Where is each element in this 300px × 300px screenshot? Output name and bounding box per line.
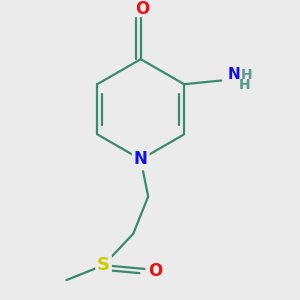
Text: N: N: [134, 150, 148, 168]
Text: H: H: [241, 68, 252, 82]
Text: N: N: [228, 68, 241, 82]
Text: H: H: [238, 78, 250, 92]
Text: O: O: [148, 262, 163, 280]
Text: O: O: [136, 0, 150, 18]
Text: S: S: [97, 256, 110, 274]
